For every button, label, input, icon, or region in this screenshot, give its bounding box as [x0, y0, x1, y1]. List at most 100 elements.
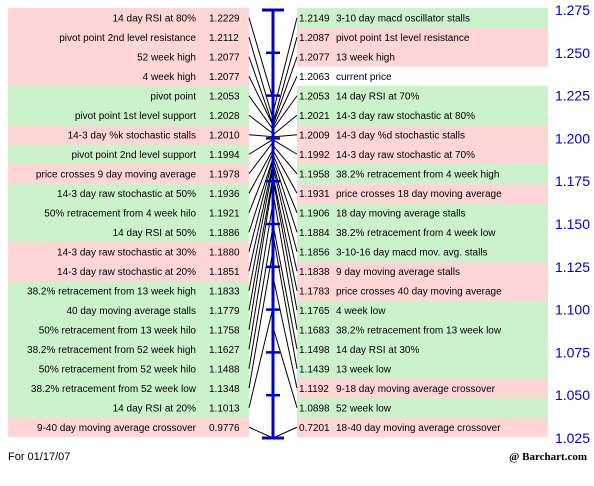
left-row-label: 50% retracement from 13 week hilo — [39, 325, 197, 336]
left-connector-line — [248, 307, 274, 408]
axis-tick-label: 1.175 — [555, 173, 590, 189]
right-row-label: 38.2% retracement from 13 week low — [336, 325, 502, 336]
left-row-bg — [8, 339, 249, 359]
left-row-label: pivot point 2nd level support — [71, 150, 196, 161]
left-row-label: 4 week high — [143, 72, 196, 83]
right-row-label: 38.2% retracement from 4 week low — [336, 228, 496, 239]
left-row-bg — [8, 144, 249, 164]
left-connector-line — [248, 179, 274, 330]
right-row-value: 1.1958 — [299, 169, 330, 180]
right-connector-line — [272, 178, 298, 311]
left-row-value: 1.2010 — [209, 130, 240, 141]
right-connector-line — [272, 114, 298, 136]
right-row-value: 1.1838 — [299, 267, 330, 278]
right-row-value: 1.2087 — [299, 33, 330, 44]
left-row-label: 52 week high — [137, 52, 196, 63]
left-row-value: 1.1488 — [209, 364, 240, 375]
left-row-bg — [8, 125, 249, 145]
right-row-bg — [297, 66, 548, 86]
left-row-value: 1.1921 — [209, 208, 240, 219]
right-row-value: 1.1439 — [299, 364, 330, 375]
left-connector-line — [248, 151, 274, 213]
left-row-label: 50% retracement from 52 week hilo — [39, 364, 197, 375]
right-row-value: 1.1856 — [299, 247, 330, 258]
right-row-value: 1.2063 — [299, 72, 330, 83]
axis-tick-label: 1.225 — [555, 88, 590, 104]
right-row-bg — [297, 398, 548, 418]
right-row-value: 1.1683 — [299, 325, 330, 336]
axis-tick-labels: 1.275 1.250 1.225 1.200 1.175 1.150 1.125 1.100… — [555, 2, 590, 446]
axis-tick-label: 1.250 — [555, 45, 590, 61]
right-row-bg — [297, 8, 548, 28]
axis-tick-label: 1.050 — [555, 387, 590, 403]
right-connector-line — [272, 154, 298, 213]
footer-date: For 01/17/07 — [8, 451, 70, 463]
right-row-label: 9 day moving average stalls — [336, 267, 460, 278]
right-row-value: 0.7201 — [299, 423, 330, 434]
axis-tick-label: 1.100 — [555, 302, 590, 318]
left-row-bg — [8, 86, 249, 106]
right-connector-line — [272, 426, 298, 439]
right-row-bg — [297, 222, 548, 242]
right-row-label: 9-18 day moving average crossover — [336, 384, 496, 395]
right-row-bg — [297, 339, 548, 359]
left-connector-line — [248, 76, 274, 126]
left-row-label: 38.2% retracement from 52 week low — [31, 384, 197, 395]
left-row-label: pivot point 2nd level resistance — [59, 33, 196, 44]
connector-lines — [248, 17, 298, 439]
left-row-value: 1.1348 — [209, 384, 240, 395]
left-row-bg — [8, 261, 249, 281]
left-row-value: 1.1851 — [209, 267, 240, 278]
right-connector-line — [272, 166, 298, 272]
left-row-label: 14-3 day raw stochastic at 50% — [57, 189, 196, 200]
left-row-bg — [8, 398, 249, 418]
left-row-bg — [8, 359, 249, 379]
right-connector-line — [272, 175, 298, 291]
axis-tick-label: 1.025 — [555, 430, 590, 446]
right-row-label: pivot point 1st level resistance — [336, 33, 470, 44]
right-connector-line — [272, 56, 298, 126]
right-row-label: 3-10 day macd oscillator stalls — [336, 13, 470, 24]
right-row-value: 1.2149 — [299, 13, 330, 24]
right-row-value: 1.1783 — [299, 286, 330, 297]
right-row-label: 52 week low — [336, 403, 392, 414]
right-row-bg — [297, 105, 548, 125]
left-row-label: 40 day moving average stalls — [66, 306, 196, 317]
left-row-label: 50% retracement from 4 week hilo — [44, 208, 196, 219]
right-connector-line — [272, 326, 298, 408]
right-row-bg — [297, 378, 548, 398]
left-row-label: 38.2% retracement from 13 week high — [27, 286, 196, 297]
left-row-bg — [8, 281, 249, 301]
left-row-value: 1.2028 — [209, 111, 240, 122]
left-row-label: 14 day RSI at 20% — [113, 403, 196, 414]
right-row-label: 18 day moving average stalls — [336, 208, 466, 219]
left-row-value: 1.1833 — [209, 286, 240, 297]
right-row-label: price crosses 40 day moving average — [336, 286, 502, 297]
left-connector-line — [248, 176, 274, 311]
right-row-value: 1.1192 — [299, 384, 329, 395]
left-row-label: 14-3 day raw stochastic at 30% — [57, 247, 196, 258]
left-row-label: pivot point 1st level support — [75, 111, 196, 122]
left-row-bg — [8, 203, 249, 223]
right-row-bg — [297, 203, 548, 223]
left-row-value: 1.1886 — [209, 228, 240, 239]
right-row-value: 1.2009 — [299, 130, 330, 141]
right-connector-line — [272, 37, 298, 124]
left-row-label: 38.2% retracement from 52 week high — [27, 345, 196, 356]
left-row-value: 1.1013 — [209, 403, 240, 414]
right-row-label: price crosses 18 day moving average — [336, 189, 502, 200]
right-connector-line — [272, 145, 298, 175]
right-connector-line — [272, 149, 298, 194]
left-connector-line — [248, 141, 274, 175]
right-row-label: 38.2% retracement from 4 week high — [336, 169, 499, 180]
left-row-value: 1.2112 — [209, 33, 239, 44]
axis-tick-label: 1.275 — [555, 2, 590, 18]
right-row-label: 14-3 day raw stochastic at 80% — [336, 111, 475, 122]
right-row-bg — [297, 183, 548, 203]
right-row-label: current price — [336, 72, 392, 83]
left-row-bg — [8, 8, 249, 28]
left-row-bg — [8, 164, 249, 184]
right-row-label: 13 week low — [336, 364, 392, 375]
left-row-bg — [8, 242, 249, 262]
